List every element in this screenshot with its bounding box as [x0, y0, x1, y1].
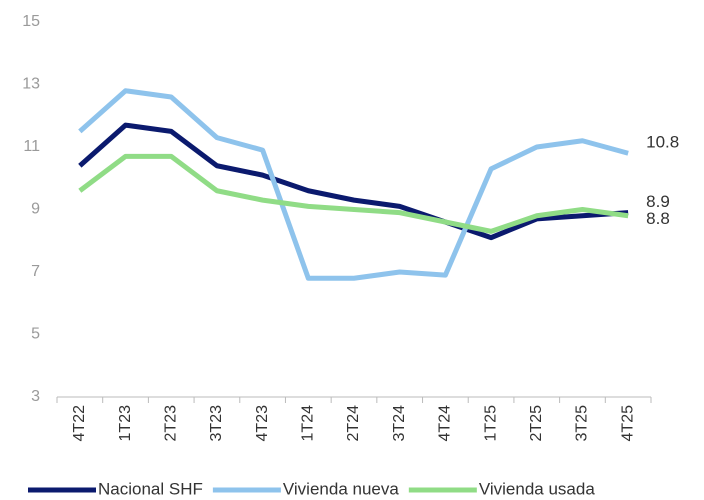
x-tick-label: 2T24 — [345, 405, 362, 442]
x-tick-label: 4T24 — [437, 405, 454, 442]
x-tick-label: 3T25 — [574, 405, 591, 442]
legend-label: Nacional SHF — [98, 479, 203, 498]
series-line — [78, 122, 629, 241]
series-line — [78, 153, 629, 234]
y-tick-label: 3 — [31, 388, 40, 405]
data-label: 8.8 — [646, 209, 670, 228]
data-label: 8.9 — [646, 192, 670, 211]
x-tick-label: 2T25 — [528, 405, 545, 442]
data-label: 10.8 — [646, 133, 679, 152]
x-tick-label: 1T25 — [482, 405, 499, 442]
y-tick-label: 9 — [31, 201, 40, 218]
x-tick-label: 1T24 — [300, 405, 317, 442]
y-tick-label: 15 — [22, 13, 40, 30]
x-tick-label: 2T23 — [162, 405, 179, 442]
x-tick-label: 3T24 — [391, 405, 408, 442]
x-tick-label: 1T23 — [117, 405, 134, 442]
x-tick-label: 3T23 — [208, 405, 225, 442]
y-tick-label: 5 — [31, 326, 40, 343]
legend-label: Vivienda usada — [479, 479, 595, 498]
y-tick-label: 11 — [23, 138, 40, 155]
y-tick-label: 13 — [22, 76, 40, 93]
series-line — [78, 88, 629, 281]
x-tick-label: 4T23 — [254, 405, 271, 442]
y-tick-label: 7 — [31, 263, 40, 280]
x-tick-label: 4T22 — [71, 405, 88, 442]
legend-label: Vivienda nueva — [283, 479, 399, 498]
x-tick-label: 4T25 — [619, 405, 636, 442]
